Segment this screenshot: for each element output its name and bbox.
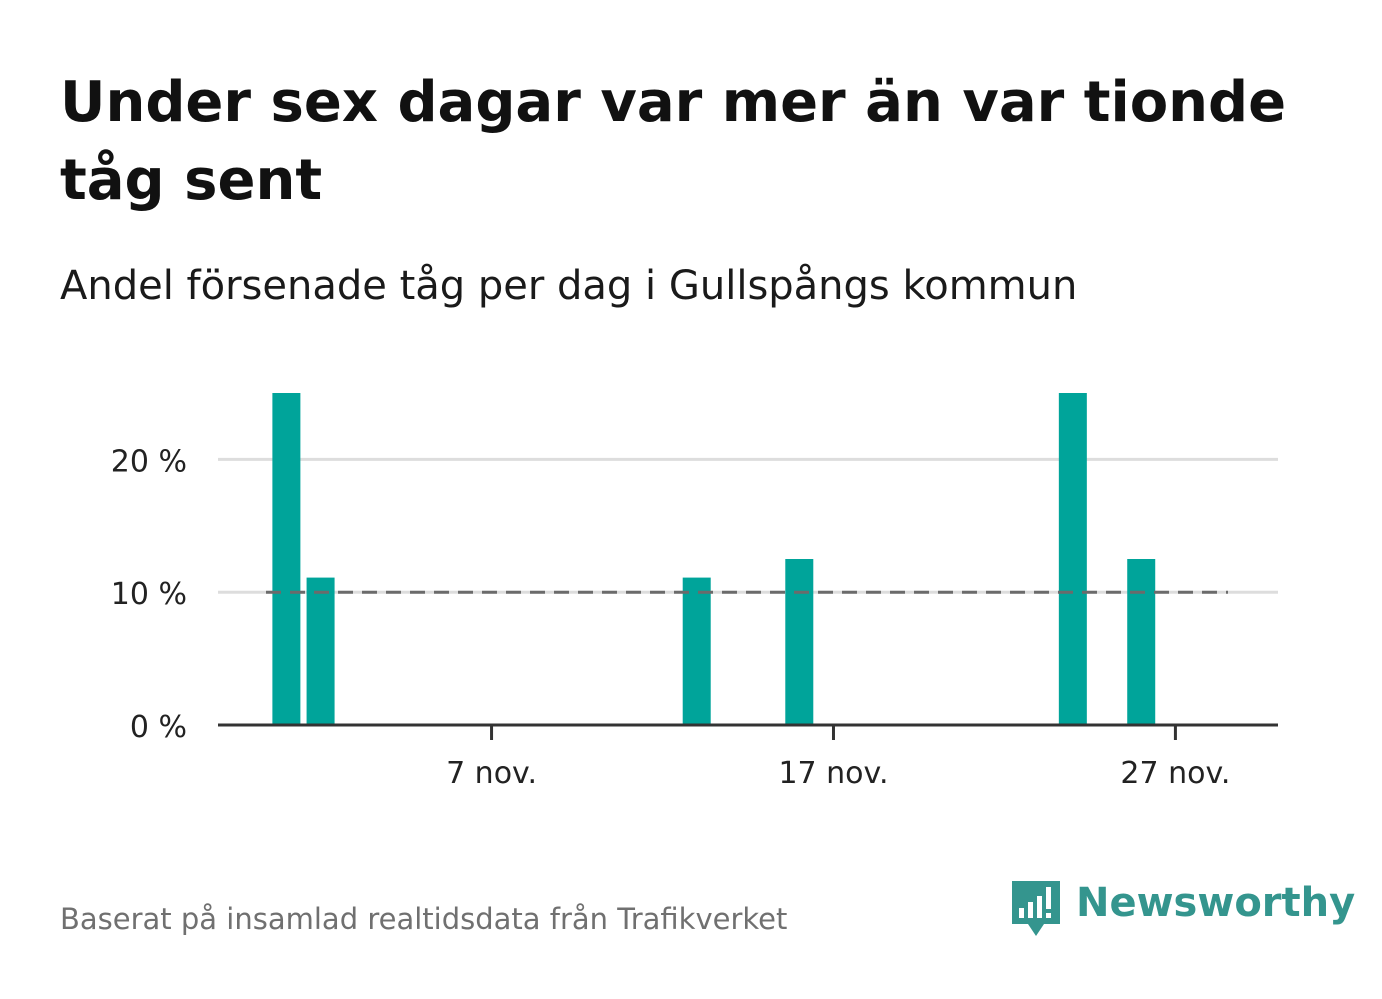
x-tick-label: 7 nov. [446,756,537,791]
bar-chart: 0 % 10 % 20 % 7 nov. 17 nov. 27 nov. [111,393,1278,791]
bar [1058,393,1087,725]
bar [785,559,814,725]
source-note: Baserat på insamlad realtidsdata från Tr… [60,902,788,936]
chart-title: Under sex dagar var mer än var tionde tå… [60,70,1287,213]
chart-subtitle: Andel försenade tåg per dag i Gullspångs… [60,263,1078,309]
bars-layer [272,393,1156,725]
y-tick-label: 20 % [111,444,187,479]
y-tick-label: 0 % [130,710,187,745]
x-tick-label: 27 nov. [1120,756,1230,791]
bar [1127,559,1156,725]
newsworthy-logo-icon [1012,881,1060,936]
y-tick-label: 10 % [111,577,187,612]
x-tick-label: 17 nov. [778,756,888,791]
bar [272,393,301,725]
grid-layer [218,457,1278,594]
axis-layer: 0 % 10 % 20 % 7 nov. 17 nov. 27 nov. [111,444,1278,791]
bar [306,577,335,725]
brand-name: Newsworthy [1076,880,1356,926]
brand-logo[interactable]: Newsworthy [1010,878,1355,942]
bar [682,577,711,725]
